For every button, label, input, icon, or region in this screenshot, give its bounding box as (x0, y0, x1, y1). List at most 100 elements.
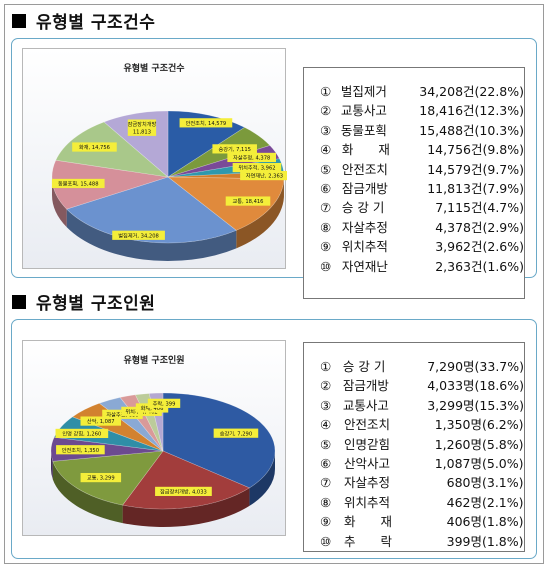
legend-name: 화 재 (344, 514, 393, 530)
chart-persons: 유형별 구조인원 승강기, 7,290 잠금장치개방, 4,033 교통, 3,29… (22, 340, 286, 536)
legend-value: 18,416건 (419, 103, 475, 119)
legend-pct: (1.6%) (482, 258, 524, 274)
legend-num: ① (320, 359, 332, 374)
pie-sides (52, 177, 284, 261)
legend-persons: ① 승 강 기 7,290명 (33.7%) ② 잠금개방 4,033명 (18.6%) ③ 교통… (303, 342, 525, 552)
data-label: 11,813 (133, 129, 151, 135)
legend-name: 승 강 기 (341, 200, 385, 216)
data-label-bg (155, 486, 212, 496)
data-label-bg (51, 178, 105, 189)
pie-slice-안전조치 (167, 110, 246, 178)
legend-row: ③ 교통사고 3,299명 (15.3%) (320, 396, 524, 415)
pie-slice-안전조치 (50, 436, 164, 462)
legend-value: 406명 (446, 514, 482, 530)
legend-num: ⑥ (320, 456, 332, 472)
legend-row: ⑦ 승 강 기 7,115건 (4.7%) (320, 198, 524, 217)
data-label-bg (179, 118, 233, 128)
legend-num: ⑦ (320, 475, 332, 491)
legend-value: 34,208건 (419, 84, 475, 99)
data-label-bg (240, 170, 287, 181)
legend-pct: (5.8%) (482, 436, 524, 452)
legend-num: ⑤ (320, 436, 332, 452)
legend-name: 화 재 (341, 142, 390, 158)
pie-side-6 (66, 209, 237, 261)
legend-row: ⑤ 안전조치 14,579건 (9.7%) (320, 160, 524, 179)
section-box-cases: 유형별 구조건수 안전조치, 14,579 승강기, 7,115 자살추정, 4,3… (11, 38, 537, 299)
legend-pct: (18.6%) (474, 378, 524, 394)
legend-num: ③ (320, 122, 332, 138)
legend-num: ④ (320, 417, 332, 433)
data-label: 추락, 399 (153, 399, 176, 407)
legend-pct: (22.8%) (474, 84, 524, 99)
data-label: 교통, 18,416 (232, 198, 263, 205)
legend-num: ⑤ (320, 161, 332, 177)
legend-name: 안전조치 (344, 417, 391, 433)
data-label-bg (135, 403, 169, 413)
legend-num: ③ (320, 397, 332, 413)
legend-num: ⑩ (320, 258, 332, 274)
data-label-bg (227, 152, 276, 163)
legend-value: 3,299명 (427, 397, 475, 413)
chart-title: 유형별 구조인원 (123, 356, 185, 366)
legend-num: ⑨ (320, 239, 332, 255)
black-square-bullet-icon (12, 13, 26, 28)
black-square-bullet-icon (12, 294, 26, 309)
data-label: 위치추적, 3,962 (238, 164, 275, 172)
legend-pct: (6.2%) (482, 417, 524, 433)
legend-value: 4,378건 (435, 219, 483, 235)
legend-row: ⑩ 자연재난 2,363건 (1.6%) (320, 257, 524, 276)
legend-name: 산악사고 (344, 456, 391, 472)
legend-pct: (7.9%) (482, 181, 524, 197)
data-label: 화재, 406 (141, 404, 164, 412)
legend-row: ① 승 강 기 7,290명 (33.7%) (320, 357, 524, 376)
pie-side-3 (51, 451, 53, 480)
legend-row: ⑦ 자살추정 680명 (3.1%) (320, 473, 524, 492)
data-label-bg (80, 416, 121, 426)
pie-slice-산악 (71, 402, 164, 452)
legend-row: ⑤ 인명갇힘 1,260명 (5.8%) (320, 435, 524, 454)
legend-num: ① (320, 84, 332, 99)
legend-name: 인명갇힘 (344, 436, 391, 452)
legend-pct: (2.6%) (482, 239, 524, 255)
legend-name: 자살추정 (341, 219, 388, 235)
section-heading-persons: 유형별 구조인원 (12, 289, 155, 314)
data-label: 잠금장치개방 (128, 120, 157, 128)
legend-num: ④ (320, 142, 332, 158)
legend-name: 잠금개방 (342, 378, 389, 394)
legend-value: 3,962건 (435, 239, 483, 255)
pie-side-1 (122, 487, 250, 527)
legend-pct: (15.3%) (474, 397, 524, 413)
legend-name: 승 강 기 (342, 359, 386, 374)
legend-value: 11,813건 (427, 181, 483, 197)
legend-row: ⑩ 추 락 399명 (1.8%) (320, 532, 524, 551)
data-label-bg (232, 162, 282, 173)
data-label: 교통, 3,299 (87, 475, 115, 482)
legend-value: 462명 (446, 494, 482, 510)
legend-value: 2,363건 (435, 258, 483, 274)
legend-value: 1,350명 (434, 417, 482, 433)
data-label: 동물포획, 15,488 (58, 180, 99, 188)
legend-row: ④ 화 재 14,756건 (9.8%) (320, 140, 524, 159)
legend-value: 7,115건 (435, 200, 483, 216)
legend-num: ② (320, 378, 332, 394)
legend-pct: (2.1%) (482, 494, 524, 510)
data-label: 자연재난, 2,363 (246, 172, 283, 180)
legend-row: ⑨ 위치추적 3,962건 (2.6%) (320, 237, 524, 256)
data-label: 안전조치, 14,579 (186, 119, 227, 127)
legend-pct: (33.7%) (474, 359, 524, 374)
legend-row: ⑨ 화 재 406명 (1.8%) (320, 512, 524, 531)
legend-name: 자연재난 (341, 258, 388, 274)
legend-pct: (2.9%) (482, 219, 524, 235)
legend-name: 위치추적 (344, 494, 391, 510)
legend-row: ⑥ 산악사고 1,087명 (5.0%) (320, 454, 524, 473)
legend-row: ③ 동물포획 15,488건 (10.3%) (320, 121, 524, 140)
pie-sides (51, 451, 275, 527)
legend-cases: ① 벌집제거 34,208건 (22.8%) ② 교통사고 18,416건 (12.3%) ③ 동… (303, 67, 525, 299)
legend-name: 추 락 (344, 533, 393, 549)
legend-num: ⑦ (320, 200, 332, 216)
data-label: 산악, 1,087 (87, 417, 115, 425)
legend-pct: (1.8%) (482, 514, 524, 530)
legend-value: 15,488건 (419, 122, 475, 138)
pie-side-7 (52, 177, 67, 228)
legend-value: 1,087명 (434, 456, 482, 472)
